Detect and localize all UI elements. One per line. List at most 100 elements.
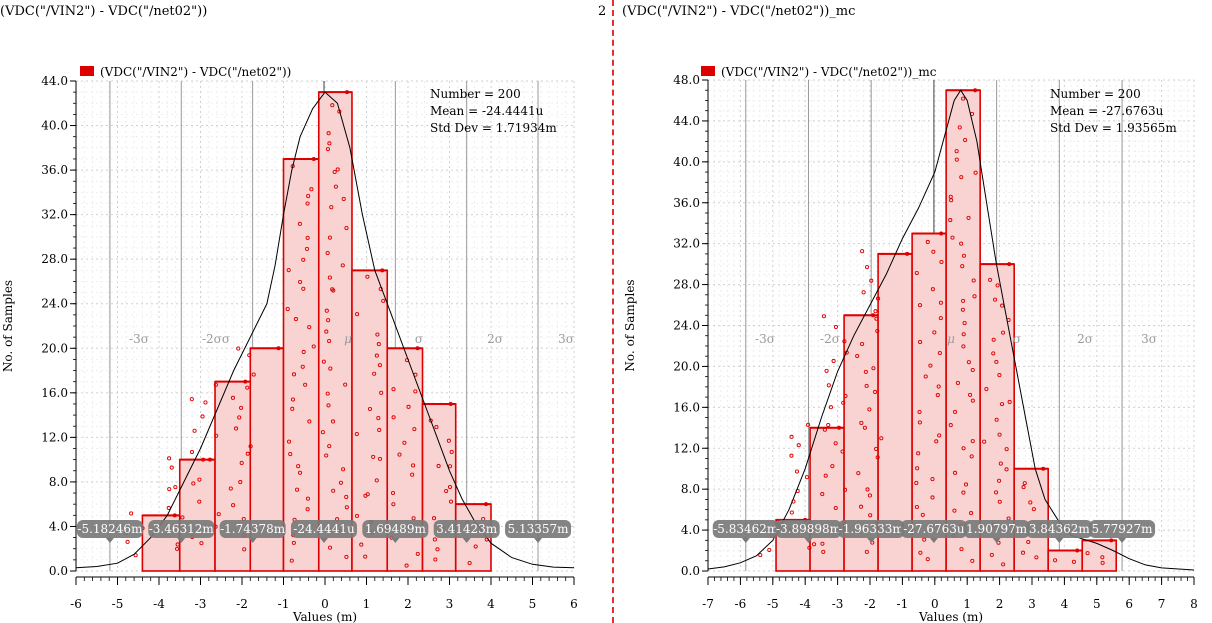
- bar-sample-dot: [433, 557, 438, 562]
- bar-sample-dot: [1022, 481, 1027, 486]
- bar-sample-dot: [928, 363, 933, 368]
- bar-sample-dot: [239, 460, 244, 466]
- y-tick-label: 12.0: [673, 441, 700, 455]
- bar-sample-dot: [363, 554, 368, 559]
- left-histogram-chart[interactable]: 0.0 4.0 8.0 12.0 16.0 20.0 24.0 28.0 32.0 36.0 40.…: [0, 0, 600, 623]
- bar-sample-dot: [824, 368, 829, 373]
- sigma-marker-pill: [290, 520, 357, 538]
- sigma-marker-pointer: [1118, 538, 1127, 543]
- bar-sample-dot: [173, 485, 178, 490]
- bar-sample-dot: [949, 198, 954, 203]
- bar-top-dot: [276, 346, 281, 351]
- bar-sample-dot: [307, 325, 312, 330]
- bar-sample-dot: [247, 353, 252, 358]
- bar-sample-dot: [436, 463, 441, 469]
- histogram-bar: [945, 89, 981, 572]
- y-tick-label: 24.0: [673, 319, 700, 333]
- bar-sample-dot: [966, 360, 971, 365]
- bar-sample-dot: [411, 516, 416, 521]
- x-tick-label: 0: [931, 597, 939, 611]
- x-tick-label: 2: [404, 597, 412, 611]
- right-histogram-chart[interactable]: 0.0 4.0 8.0 12.0 16.0 20.0 24.0 28.0 32.0 36.0 40.…: [614, 0, 1212, 623]
- y-tick-label: 44.0: [673, 114, 700, 128]
- y-tick-label: 48.0: [673, 73, 700, 87]
- bar-sample-dot: [199, 541, 204, 546]
- bar-sample-dot: [952, 470, 958, 475]
- sigma-marker-pill: [505, 520, 572, 538]
- bar-sample-dot: [203, 400, 208, 405]
- bar-sample-dot: [1100, 555, 1105, 560]
- bar-top-dot: [344, 90, 349, 95]
- y-axis-label: No. of Samples: [623, 279, 637, 371]
- bar-sample-dot: [807, 545, 812, 550]
- bar-sample-dot: [917, 409, 922, 415]
- bar-sample-dot: [914, 504, 919, 510]
- x-tick-label: 2: [996, 597, 1004, 611]
- bar-sample-dot: [325, 391, 330, 396]
- bar-sample-dot: [286, 439, 292, 444]
- bar-sample-dot: [863, 369, 868, 374]
- bar-sample-dot: [376, 342, 381, 347]
- bar-sample-dot: [864, 549, 869, 554]
- histogram-bar: [214, 380, 252, 572]
- sigma-marker-pointer: [177, 538, 186, 543]
- stats-std-dev: Std Dev = 1.93565m: [1050, 121, 1177, 135]
- bar-sample-dot: [428, 418, 433, 423]
- bar-sample-dot: [1007, 399, 1012, 405]
- bar-sample-dot: [290, 406, 295, 411]
- x-tick-label: 6: [1125, 597, 1133, 611]
- bar-sample-dot: [923, 374, 928, 379]
- bar-top-dot: [1041, 466, 1046, 471]
- bar-sample-dot: [129, 511, 134, 516]
- bar-sample-dot: [1026, 539, 1031, 545]
- y-tick-label: 36.0: [41, 163, 68, 177]
- bar-sample-dot: [330, 419, 336, 424]
- y-tick-label: 40.0: [41, 119, 68, 133]
- bar-sample-dot: [239, 405, 244, 410]
- bar-sample-dot: [1085, 551, 1090, 556]
- bar-sample-dot: [446, 438, 451, 443]
- bar-sample-dot: [167, 487, 172, 492]
- bar-sample-dot: [938, 316, 943, 321]
- bar-sample-dot: [996, 540, 1001, 545]
- bar-sample-dot: [840, 449, 845, 454]
- bar-sample-dot: [973, 170, 978, 175]
- histogram-bar: [1013, 467, 1049, 572]
- legend-swatch: [80, 66, 94, 76]
- bar-sample-dot: [991, 337, 996, 342]
- bar-sample-dot: [966, 215, 971, 220]
- bar-sample-dot: [864, 265, 870, 270]
- bar-sample-dot: [794, 469, 800, 474]
- sigma-label: 2σ: [1077, 332, 1093, 346]
- bar-sample-dot: [321, 359, 326, 364]
- bar-sample-dot: [959, 547, 964, 552]
- bar-sample-dot: [959, 241, 964, 246]
- bar-sample-dot: [961, 490, 966, 495]
- sigma-marker-label: -24.4441u: [293, 522, 355, 536]
- bar-sample-dot: [969, 511, 974, 516]
- x-tick-label: 3: [446, 597, 454, 611]
- bar-sample-dot: [959, 175, 964, 180]
- bar-sample-dot: [954, 149, 959, 154]
- sigma-marker-pointer: [992, 538, 1001, 543]
- bar-sample-dot: [191, 481, 196, 486]
- bar-sample-dot: [922, 537, 927, 542]
- bar-top-dot: [1109, 538, 1114, 543]
- bar-sample-dot: [390, 490, 396, 496]
- bar-sample-dot: [994, 417, 999, 422]
- bar-sample-dot: [842, 339, 847, 344]
- sigma-marker-label: -3.46312m: [149, 522, 215, 536]
- bar-sample-dot: [1028, 500, 1033, 505]
- y-tick-label: 16.0: [41, 386, 68, 400]
- bar-sample-dot: [214, 433, 219, 438]
- bar-sample-dot: [758, 553, 763, 558]
- bar-sample-dot: [950, 235, 955, 240]
- y-tick-label: 28.0: [41, 252, 68, 266]
- bar-sample-dot: [925, 239, 930, 245]
- bar-sample-dot: [826, 383, 831, 388]
- bar-top-dot: [973, 88, 978, 93]
- bar-sample-dot: [873, 309, 878, 314]
- y-tick-label: 28.0: [673, 278, 700, 292]
- bar-sample-dot: [970, 558, 975, 563]
- bar-sample-dot: [371, 454, 376, 459]
